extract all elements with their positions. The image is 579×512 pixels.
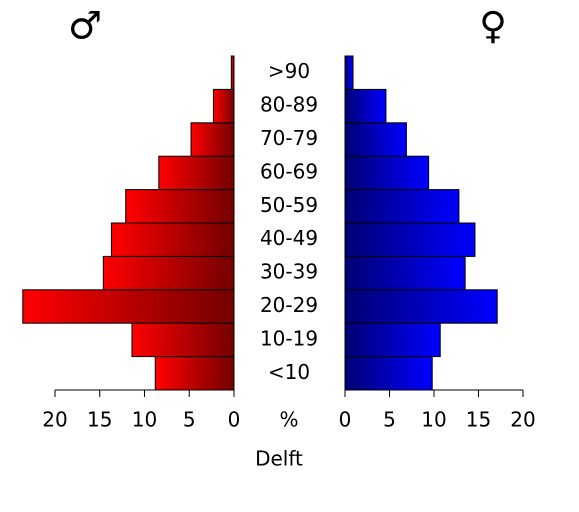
unit-label: % [279, 408, 298, 432]
bar [125, 189, 235, 224]
category-label: <10 [268, 360, 310, 384]
x-tick-label: 0 [228, 408, 241, 432]
x-tick-label: 20 [42, 408, 67, 432]
category-label: 70-79 [260, 126, 318, 150]
bar [230, 55, 235, 90]
x-tick-label: 15 [87, 408, 112, 432]
legend-female: ♀ [479, 4, 507, 48]
bar [344, 88, 387, 124]
x-axis-label: Delft [255, 447, 303, 471]
x-tick-label: 5 [183, 408, 196, 432]
x-tick-label: 15 [466, 408, 491, 432]
x-tick-label: 5 [383, 408, 396, 432]
bar [344, 322, 441, 358]
category-label: 50-59 [260, 193, 318, 217]
category-label: 20-29 [260, 293, 318, 317]
bar [344, 289, 498, 324]
bar [344, 122, 407, 157]
category-label: 10-19 [260, 326, 318, 350]
bar [154, 356, 235, 391]
bar [344, 222, 476, 257]
bar [344, 155, 430, 191]
bar [344, 55, 354, 90]
bar [102, 255, 235, 291]
bar [212, 88, 235, 124]
category-label: 60-69 [260, 159, 318, 183]
bar [344, 255, 466, 291]
category-label: 40-49 [260, 226, 318, 250]
bar [158, 155, 235, 191]
legend-male: ♂ [68, 4, 102, 48]
bar [110, 222, 235, 257]
bar [190, 122, 235, 157]
x-tick-label: 10 [421, 408, 446, 432]
category-label: 30-39 [260, 260, 318, 284]
x-tick-label: 20 [510, 408, 535, 432]
x-tick-label: 0 [339, 408, 352, 432]
bar [344, 189, 460, 224]
bar [131, 322, 235, 358]
category-label: >90 [268, 59, 310, 83]
bar [344, 356, 433, 391]
bar [22, 289, 235, 324]
x-tick-label: 10 [132, 408, 157, 432]
category-label: 80-89 [260, 93, 318, 117]
